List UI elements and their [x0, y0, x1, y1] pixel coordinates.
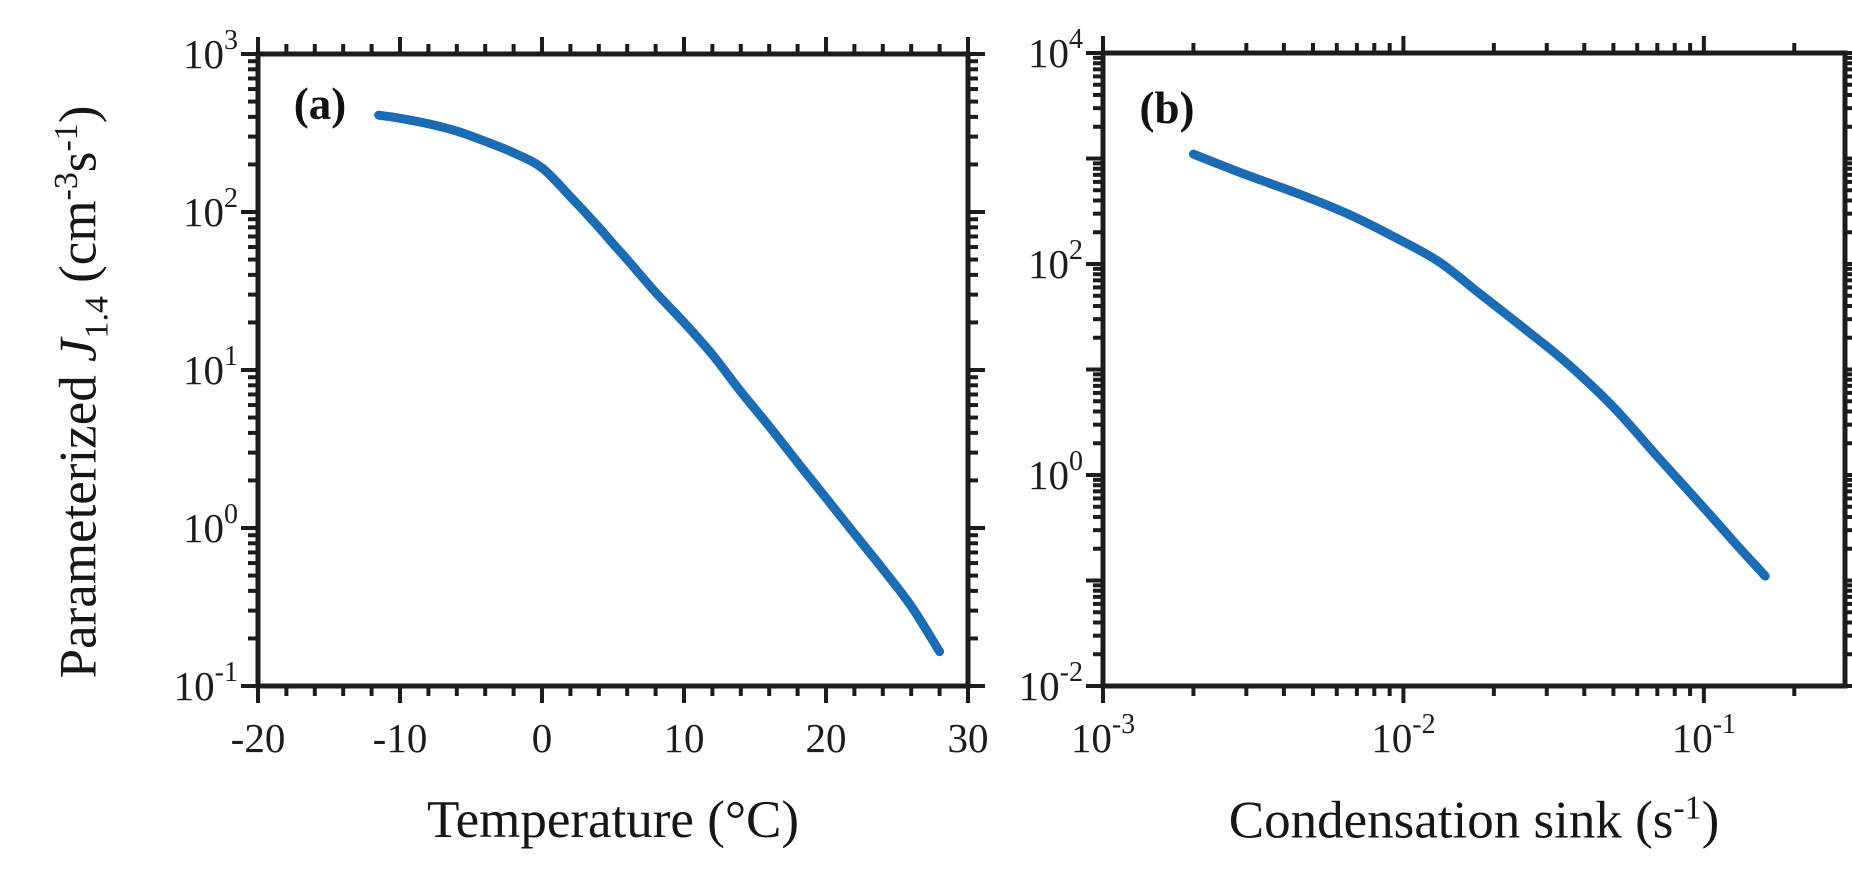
y-axis-title-unit-open: (cm: [49, 200, 108, 297]
y-tick-label: 102: [183, 183, 238, 235]
panel-label-a: (a): [293, 79, 347, 129]
y-tick-label: 10-1: [174, 657, 238, 709]
data-curve-b: [1188, 149, 1770, 581]
y-tick-label: 10-2: [1019, 657, 1083, 709]
x-tick-label: 10: [664, 715, 705, 761]
y-axis-title-subscript: 1.4: [78, 296, 116, 339]
y-axis-title-text: Parameterized: [49, 362, 108, 679]
x-tick-label: 10-2: [1371, 709, 1435, 761]
data-curve-a: [374, 110, 945, 657]
y-tick-label: 101: [183, 341, 238, 393]
x-tick-label: 0: [532, 715, 553, 761]
y-tick-label: 103: [183, 25, 238, 77]
x-tick-label: 20: [806, 715, 847, 761]
y-axis-title-unit-close: ): [49, 105, 108, 124]
x-tick-label: 30: [948, 715, 989, 761]
ticks: [241, 37, 985, 703]
x-axis-title-temperature: Temperature (°C): [426, 791, 800, 849]
y-axis-title-exp2: -1: [47, 123, 85, 152]
x-axis-title-condensation-sink: Condensation sink (s-1): [1229, 790, 1720, 851]
panel-a: -20 -10 0 10 20 30 10-1 100 101 102 103: [174, 25, 989, 761]
ticks: [1086, 36, 1852, 703]
x-tick-label: 10-3: [1071, 709, 1135, 761]
y-axis-title-exp1: -3: [47, 172, 85, 201]
y-axis-title-unit-s: s: [49, 151, 108, 173]
axes-frame: [1100, 50, 1848, 689]
y-tick-label: 100: [1028, 446, 1083, 498]
x-tick-label: -20: [231, 715, 286, 761]
y-axis-title: Parameterized J1.4 (cm-3s-1): [48, 106, 117, 679]
x-axis-title-b-text: Condensation sink (s: [1228, 791, 1674, 850]
tick-labels: -20 -10 0 10 20 30 10-1 100 101 102 103: [174, 25, 989, 761]
axes-frame: [255, 51, 971, 689]
y-axis-title-J: J: [49, 338, 108, 363]
x-tick-label: -10: [373, 715, 428, 761]
panel-label-b: (b): [1139, 83, 1195, 133]
x-tick-label: 10-1: [1672, 709, 1736, 761]
x-axis-title-b-close: ): [1701, 791, 1720, 850]
x-axis-title-b-exp: -1: [1673, 789, 1702, 827]
y-tick-label: 100: [183, 499, 238, 551]
y-tick-label: 104: [1028, 24, 1083, 76]
y-tick-label: 102: [1028, 235, 1083, 287]
